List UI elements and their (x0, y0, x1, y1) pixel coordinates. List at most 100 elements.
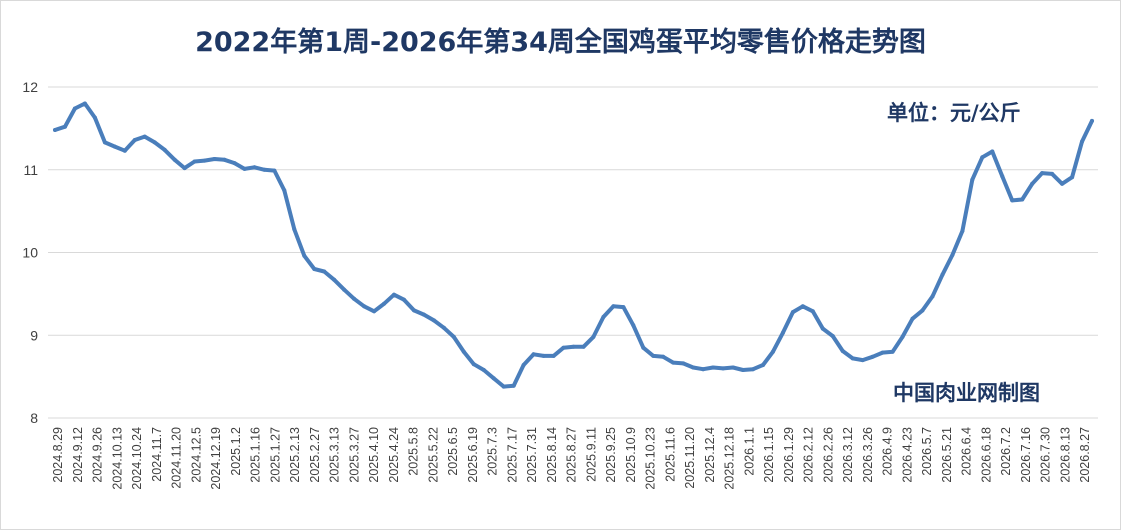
data-point (421, 312, 426, 317)
x-tick-label: 2026.3.26 (861, 427, 875, 483)
data-point (192, 159, 197, 164)
data-point (830, 334, 835, 339)
x-tick-label: 2025.3.13 (328, 427, 342, 483)
data-point (202, 158, 207, 163)
x-tick-label: 2025.5.22 (426, 427, 440, 483)
x-tick-label: 2026.6.18 (979, 427, 993, 483)
x-tick-label: 2025.2.27 (308, 427, 322, 483)
data-point (402, 297, 406, 302)
data-point (491, 376, 496, 381)
data-point (780, 330, 785, 335)
x-tick-label: 2025.12.18 (723, 427, 737, 490)
x-tick-label: 2025.1.2 (229, 427, 243, 476)
data-point (820, 326, 825, 331)
data-point (481, 368, 486, 372)
data-point (770, 349, 775, 354)
data-point (980, 155, 985, 160)
unit-label: 单位：元/公斤 (887, 101, 1021, 125)
data-point (531, 352, 536, 357)
data-point (1000, 174, 1005, 179)
data-point (382, 301, 386, 306)
x-tick-label: 2025.2.13 (288, 427, 302, 483)
data-point (561, 345, 566, 350)
data-point (112, 144, 117, 149)
x-tick-label: 2025.9.25 (604, 427, 618, 483)
x-tick-label: 2026.2.12 (802, 427, 816, 483)
x-tick-label: 2024.8.29 (51, 427, 65, 483)
x-tick-label: 2025.8.27 (565, 427, 579, 483)
data-point (681, 361, 686, 366)
data-point (641, 345, 646, 350)
x-tick-label: 2025.3.27 (347, 427, 361, 483)
data-point (741, 368, 745, 372)
data-point (950, 253, 955, 257)
data-point (571, 344, 576, 349)
x-tick-label: 2024.9.26 (91, 427, 105, 483)
x-tick-label: 2026.5.7 (920, 427, 934, 476)
y-tick-label: 12 (22, 79, 38, 95)
x-tick-label: 2025.10.9 (624, 427, 638, 483)
data-point (960, 229, 965, 233)
x-tick-label: 2025.7.3 (486, 427, 500, 476)
data-point (53, 128, 57, 132)
y-tick-label: 9 (30, 327, 38, 343)
x-tick-label: 2025.5.8 (407, 427, 421, 476)
data-point (870, 354, 875, 359)
data-point (810, 309, 815, 314)
x-tick-label: 2026.4.9 (881, 427, 895, 476)
data-point (272, 168, 277, 173)
data-point (671, 360, 676, 365)
data-point (302, 253, 307, 258)
data-point (761, 363, 765, 367)
data-point (182, 166, 187, 171)
x-tick-label: 2024.11.20 (170, 427, 184, 489)
data-point (1070, 175, 1075, 180)
data-point (102, 140, 107, 145)
x-tick-label: 2025.1.16 (249, 427, 263, 483)
data-point (1040, 171, 1045, 176)
data-point (691, 365, 696, 370)
data-point (930, 294, 935, 299)
x-tick-label: 2024.12.5 (189, 427, 203, 483)
x-tick-label: 2025.4.24 (387, 427, 401, 483)
data-point (850, 356, 855, 361)
x-tick-label: 2026.8.27 (1078, 427, 1092, 483)
x-tick-label: 2025.1.27 (268, 427, 282, 483)
y-tick-label: 8 (30, 410, 38, 426)
x-tick-label: 2025.10.23 (644, 427, 658, 490)
data-point (790, 310, 795, 315)
data-point (222, 157, 227, 162)
data-point (721, 366, 726, 371)
data-point (342, 287, 347, 292)
data-point (142, 134, 147, 139)
data-point (631, 323, 636, 328)
data-point (441, 325, 446, 330)
x-tick-label: 2026.1.15 (762, 427, 776, 483)
data-point (412, 308, 416, 313)
data-point (701, 367, 706, 372)
data-point (920, 308, 925, 313)
x-tick-label: 2026.7.30 (1039, 427, 1053, 483)
data-point (601, 315, 606, 319)
x-tick-label: 2026.7.16 (1019, 427, 1033, 483)
data-point (372, 309, 377, 314)
x-tick-label: 2025.7.31 (525, 427, 539, 483)
x-tick-label: 2024.12.19 (209, 427, 223, 490)
chart-title: 2022年第1周-2026年第34周全国鸡蛋平均零售价格走势图 (195, 27, 926, 58)
data-point (1080, 139, 1084, 144)
data-point (212, 157, 217, 161)
x-tick-label: 2026.1.1 (742, 427, 756, 476)
data-point (152, 140, 157, 145)
x-tick-label: 2025.11.20 (683, 427, 697, 489)
x-tick-label: 2026.1.29 (782, 427, 796, 483)
data-point (352, 296, 357, 301)
data-point (392, 292, 396, 297)
data-point (910, 316, 915, 321)
data-point (990, 149, 995, 154)
x-tick-label: 2025.8.14 (545, 427, 559, 483)
x-tick-label: 2025.12.4 (703, 427, 717, 483)
x-tick-label: 2024.10.13 (110, 427, 124, 490)
x-tick-label: 2025.6.5 (446, 427, 460, 476)
data-point (461, 349, 466, 354)
